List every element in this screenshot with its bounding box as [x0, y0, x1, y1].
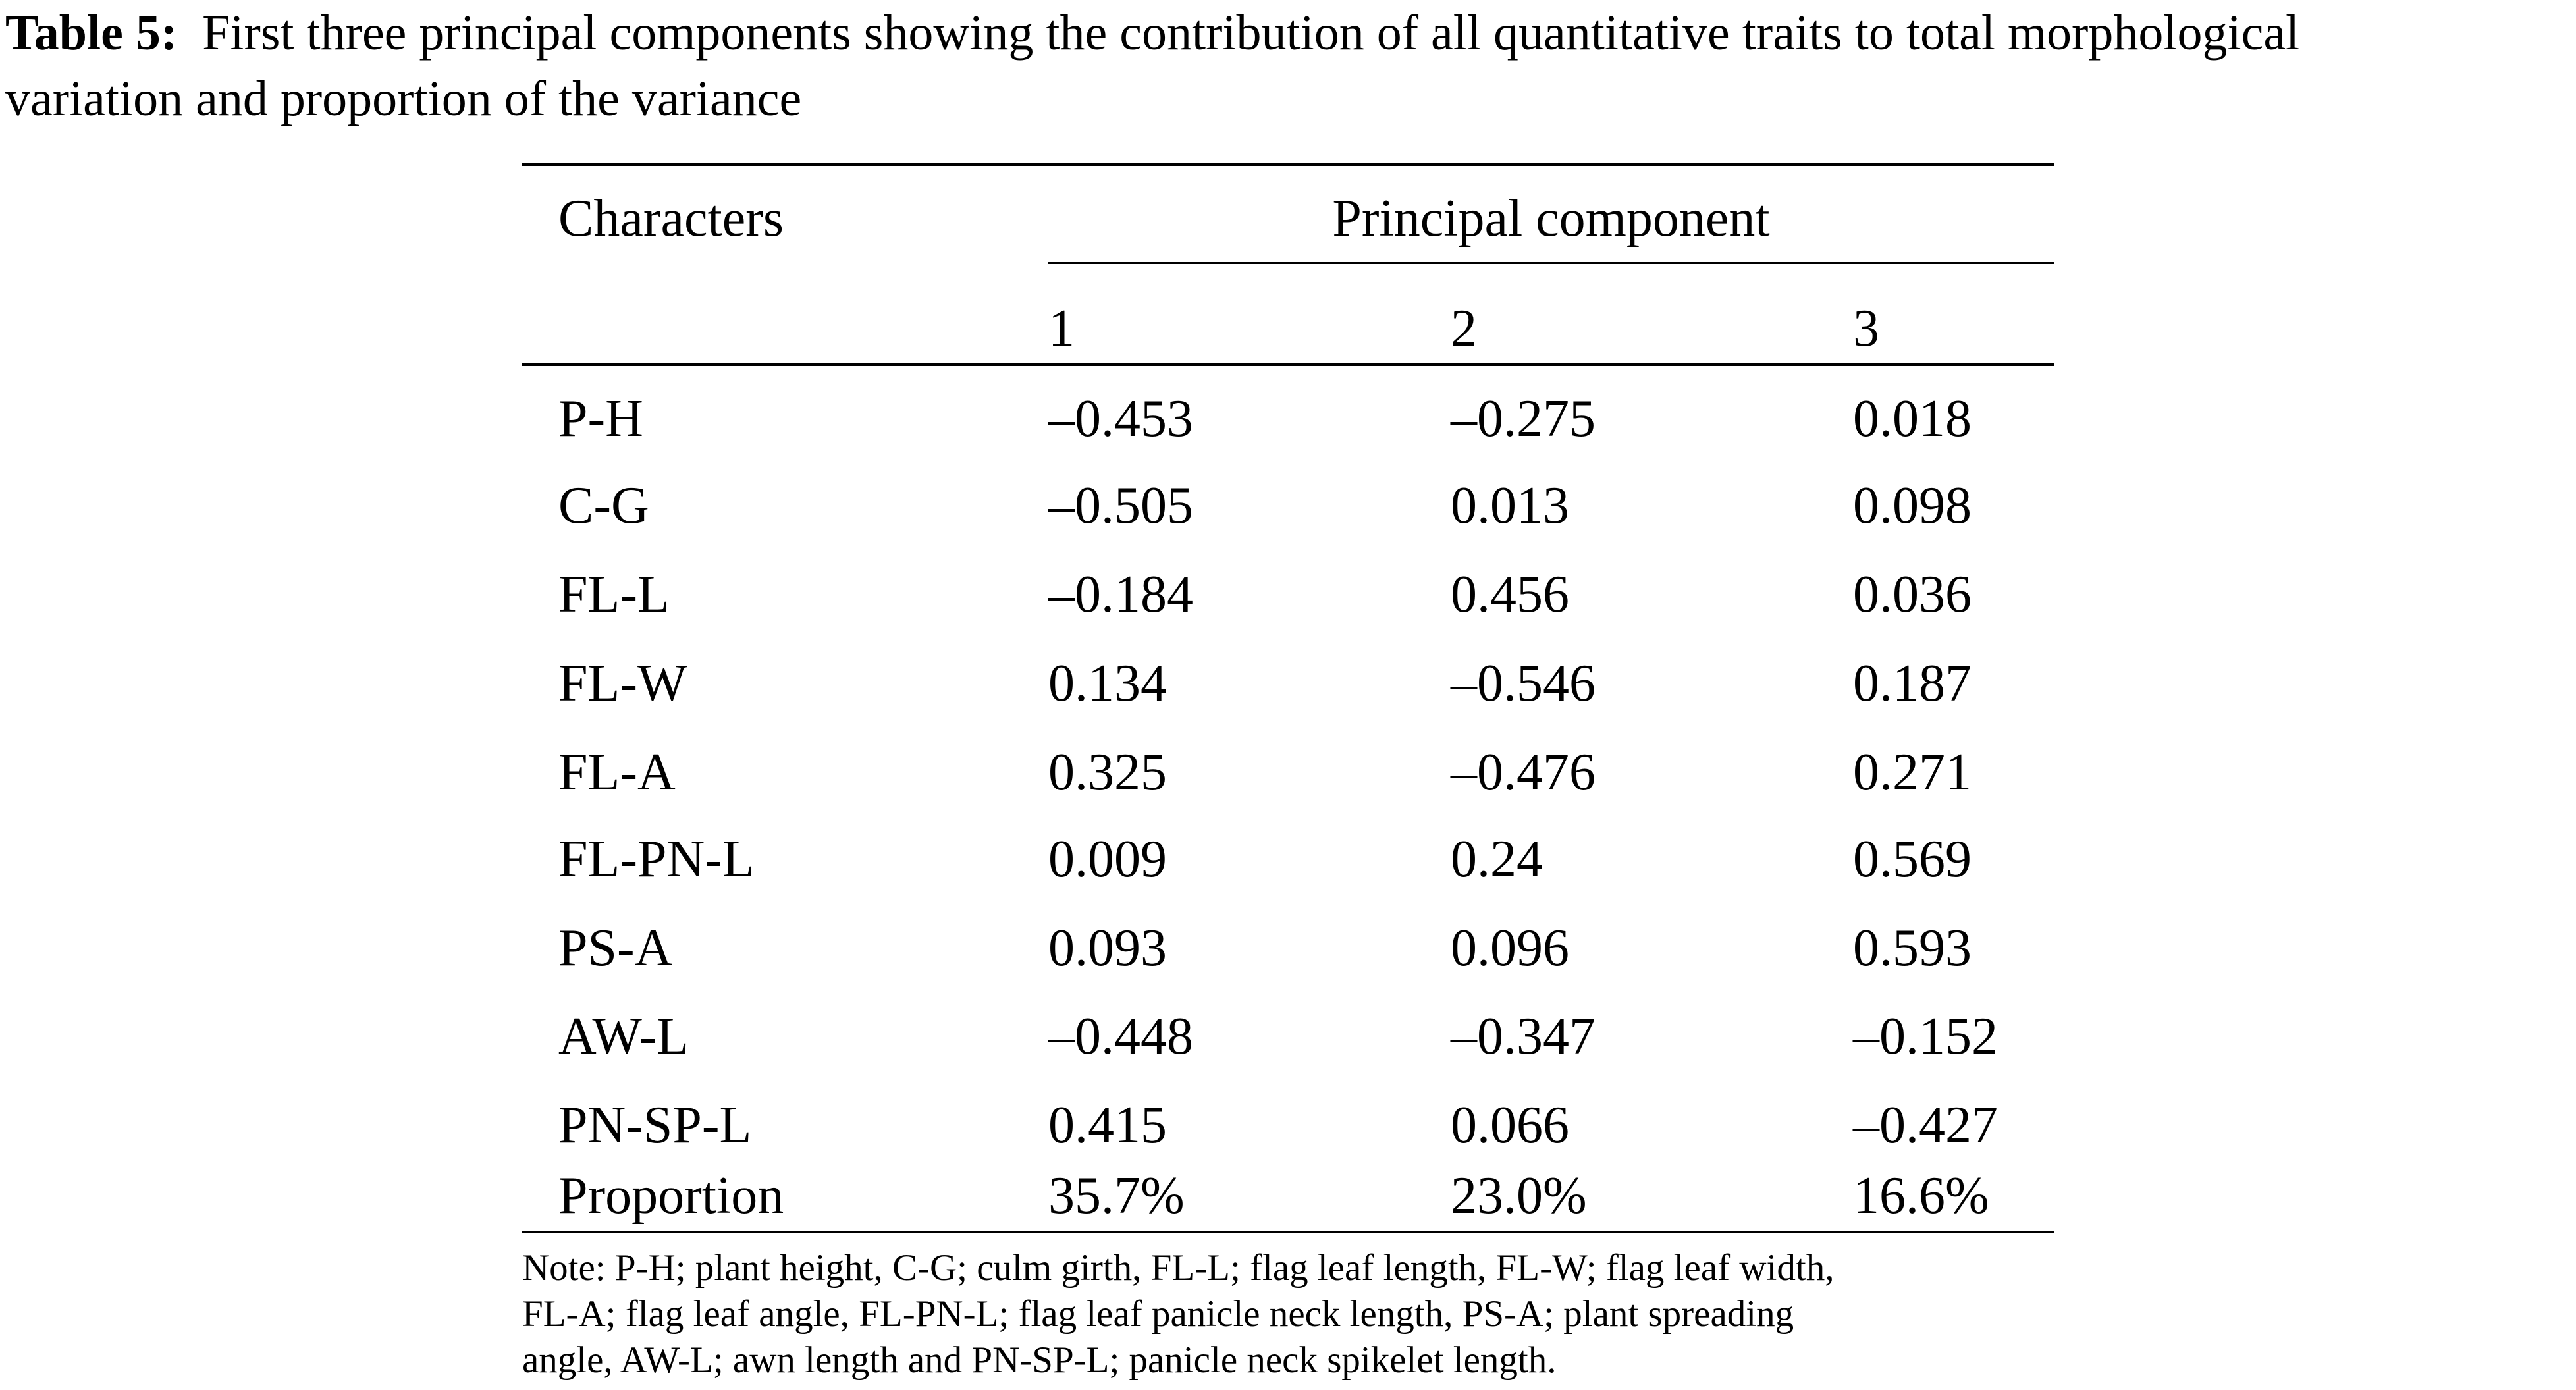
cell-value: 0.415 [1048, 1096, 1167, 1154]
cell-value: 0.036 [1853, 566, 1972, 624]
cell-value: 0.569 [1853, 830, 1972, 888]
row-label: P-H [558, 390, 643, 448]
caption-text-line2: variation and proportion of the variance [5, 71, 802, 126]
proportion-label: Proportion [558, 1167, 784, 1225]
row-label: PN-SP-L [558, 1096, 752, 1154]
row-label: FL-A [558, 743, 676, 801]
cell-value: –0.152 [1853, 1007, 1998, 1065]
top-rule [522, 163, 2054, 166]
cell-value: –0.505 [1048, 477, 1193, 535]
cell-value: 0.096 [1451, 919, 1569, 977]
row-label: PS-A [558, 919, 673, 977]
row-header: Characters [558, 190, 784, 248]
header-rule [522, 363, 2054, 366]
row-label: AW-L [558, 1007, 689, 1065]
column-header: 2 [1451, 300, 1477, 358]
column-header: 3 [1853, 300, 1879, 358]
cell-value: –0.453 [1048, 390, 1193, 448]
cell-value: 0.456 [1451, 566, 1569, 624]
cell-value: 0.593 [1853, 919, 1972, 977]
cell-value: –0.347 [1451, 1007, 1596, 1065]
cell-value: 0.098 [1853, 477, 1972, 535]
table-note-line: FL-A; flag leaf angle, FL-PN-L; flag lea… [522, 1293, 1794, 1335]
cell-value: 0.187 [1853, 655, 1972, 712]
proportion-value: 35.7% [1048, 1167, 1185, 1225]
table-note-line: angle, AW-L; awn length and PN-SP-L; pan… [522, 1339, 1557, 1381]
row-label: FL-PN-L [558, 830, 755, 888]
cell-value: 0.24 [1451, 830, 1543, 888]
cell-value: 0.018 [1853, 390, 1972, 448]
proportion-value: 16.6% [1853, 1167, 1989, 1225]
cell-value: 0.325 [1048, 743, 1167, 801]
cell-value: –0.427 [1853, 1096, 1998, 1154]
column-header: 1 [1048, 300, 1075, 358]
row-label: C-G [558, 477, 649, 535]
group-header: Principal component [1332, 190, 1770, 248]
cell-value: 0.271 [1853, 743, 1972, 801]
cell-value: 0.066 [1451, 1096, 1569, 1154]
cell-value: 0.093 [1048, 919, 1167, 977]
caption-text-line1: First three principal components showing… [202, 5, 2300, 61]
row-label: FL-L [558, 566, 670, 624]
cell-value: 0.134 [1048, 655, 1167, 712]
cell-value: –0.476 [1451, 743, 1596, 801]
row-label: FL-W [558, 655, 687, 712]
cell-value: –0.275 [1451, 390, 1596, 448]
table-caption: Table 5: First three principal component… [5, 0, 2299, 66]
proportion-value: 23.0% [1451, 1167, 1587, 1225]
table-note-line: Note: P-H; plant height, C-G; culm girth… [522, 1247, 1835, 1289]
cell-value: 0.013 [1451, 477, 1569, 535]
cell-value: –0.184 [1048, 566, 1193, 624]
caption-label: Table 5: [5, 5, 178, 61]
cell-value: –0.546 [1451, 655, 1596, 712]
bottom-rule [522, 1231, 2054, 1233]
cell-value: 0.009 [1048, 830, 1167, 888]
group-rule [1048, 262, 2054, 264]
cell-value: –0.448 [1048, 1007, 1193, 1065]
